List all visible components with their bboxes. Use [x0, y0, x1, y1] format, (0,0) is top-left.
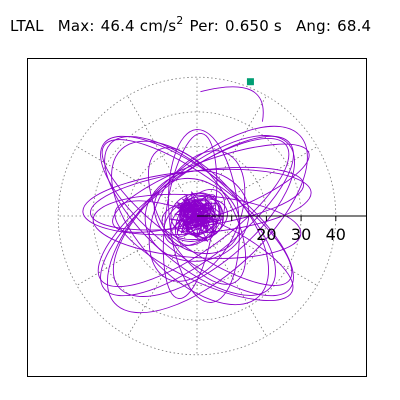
- orbit-core-loop-6: [185, 202, 222, 236]
- ang-value: 68.4: [337, 17, 372, 35]
- tick-label-40: 40: [326, 225, 346, 244]
- plot-frame: [27, 58, 367, 377]
- orbit-core-loop-11: [180, 200, 206, 229]
- radial-tick-labels: 20 30 40: [256, 225, 346, 244]
- radial-axis: [197, 215, 366, 221]
- ang-label: Ang:: [295, 17, 332, 35]
- orbit-core-loop-9: [177, 194, 217, 237]
- max-unit: cm/s: [139, 17, 177, 35]
- component-label: LTAL: [10, 17, 44, 35]
- chart-header: LTAL Max: 46.4 cm/s2 Per: 0.650 s Ang: 68.4: [10, 14, 371, 35]
- per-label: Per:: [189, 17, 219, 35]
- orbit-loop-15: [147, 147, 247, 285]
- per-value: 0.650 s: [225, 17, 282, 35]
- grid-spoke-150: [76, 146, 198, 217]
- orbit-loop-17: [114, 200, 294, 302]
- max-marker: [246, 78, 254, 86]
- orbit-core-loop-14: [182, 203, 205, 227]
- grid-spoke-120: [127, 95, 198, 217]
- orbit-trace: [82, 125, 312, 314]
- orbit-loop-18: [144, 170, 250, 262]
- orbit-loop-13: [168, 129, 240, 303]
- max-unit-exponent: 2: [176, 14, 184, 27]
- tick-label-20: 20: [256, 225, 276, 244]
- max-value: 46.4: [100, 17, 135, 35]
- max-label: Max:: [57, 17, 95, 35]
- orbit-loop-5: [100, 135, 294, 297]
- orbit-loop-11: [92, 193, 302, 259]
- grid-spoke-30: [196, 146, 318, 217]
- orbit-core-loop-10: [161, 202, 223, 241]
- grid-spoke-210: [76, 215, 198, 286]
- grid-spoke-300: [196, 215, 267, 337]
- orbit-core-loop-5: [190, 204, 217, 242]
- orbit-max-loop: [200, 86, 264, 122]
- tick-label-30: 30: [291, 225, 311, 244]
- grid-spoke-330: [196, 215, 318, 286]
- orbit-loop-7: [101, 139, 293, 286]
- orbit-loop-14: [148, 150, 246, 282]
- max-marker-group: [200, 78, 264, 122]
